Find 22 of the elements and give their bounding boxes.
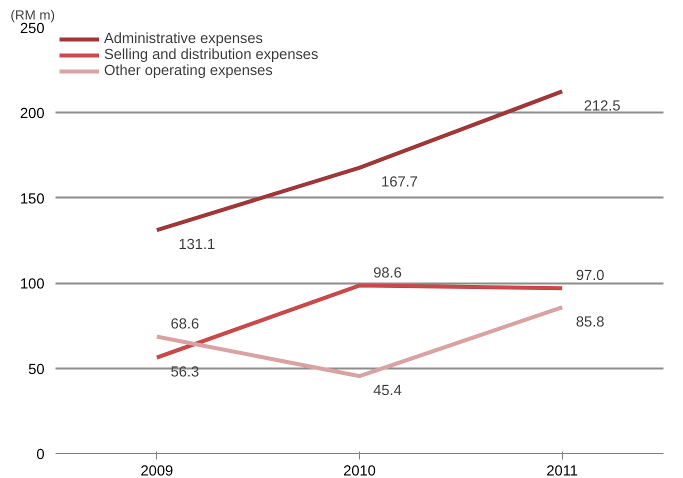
legend-label: Other operating expenses [104, 63, 273, 79]
y-tick-label: 200 [20, 106, 45, 122]
data-label: 167.7 [381, 174, 418, 191]
y-tick-label: 150 [20, 191, 45, 208]
y-tick-label: 50 [28, 362, 45, 378]
data-label: 45.4 [373, 383, 402, 400]
y-tick-label: 0 [36, 447, 45, 463]
data-label: 85.8 [576, 314, 604, 330]
x-tick-label: 2010 [343, 464, 376, 478]
data-label: 131.1 [178, 237, 216, 254]
y-tick-label: 100 [20, 276, 45, 293]
y-tick-label: 250 [20, 21, 45, 37]
data-label: 56.3 [170, 364, 200, 381]
data-label: 97.0 [576, 268, 604, 284]
legend-label: Administrative expenses [104, 31, 263, 47]
data-label: 68.6 [170, 316, 200, 333]
data-label: 98.6 [373, 265, 402, 282]
x-tick-label: 2011 [546, 464, 578, 478]
data-label: 212.5 [584, 98, 621, 114]
legend-label: Selling and distribution expenses [104, 47, 318, 63]
x-tick-label: 2009 [140, 464, 174, 478]
y-axis-title: (RM m) [10, 8, 55, 22]
